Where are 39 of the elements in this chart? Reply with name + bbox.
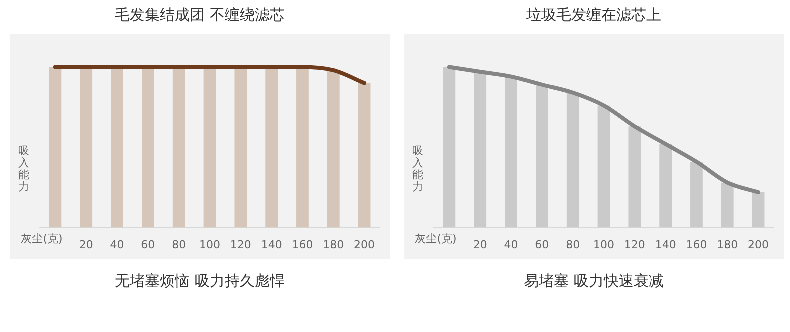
x-tick-label: 60 xyxy=(141,238,156,252)
bar xyxy=(443,67,456,228)
x-axis-title: 灰尘(克) xyxy=(21,232,63,246)
x-tick-label: 40 xyxy=(504,238,518,252)
x-tick-label: 140 xyxy=(261,238,282,252)
x-axis-title: 灰尘(克) xyxy=(415,232,457,246)
x-tick-label: 100 xyxy=(594,238,614,252)
bar xyxy=(474,72,487,228)
chart-title: 毛发集结成团 不缠绕滤芯 xyxy=(114,5,286,26)
x-tick-label: 100 xyxy=(200,238,220,252)
x-tick-label: 80 xyxy=(566,238,580,252)
x-tick-label: 20 xyxy=(79,238,94,252)
bar xyxy=(628,126,642,228)
x-tick-label: 60 xyxy=(535,238,550,252)
bar xyxy=(752,192,765,228)
x-tick-label: 160 xyxy=(292,238,314,252)
x-tick-label: 120 xyxy=(624,238,646,252)
x-tick-label: 140 xyxy=(655,238,676,252)
chart-title: 垃圾毛发缠在滤芯上 xyxy=(526,5,662,26)
bar xyxy=(598,106,610,228)
y-axis-title: 吸入能力 xyxy=(18,144,30,194)
x-tick-label: 200 xyxy=(748,238,770,252)
y-axis-title: 吸入能力 xyxy=(412,144,424,194)
x-tick-label: 80 xyxy=(172,238,186,252)
x-tick-label: 160 xyxy=(686,238,708,252)
bar xyxy=(536,84,548,228)
x-tick-label: 40 xyxy=(110,238,124,252)
bar xyxy=(660,144,672,228)
text: 易堵塞 吸力快速衰减 xyxy=(523,271,665,292)
bar xyxy=(566,92,580,228)
bar xyxy=(721,182,734,228)
text: 无堵塞烦恼 吸力持久彪悍 xyxy=(114,271,286,292)
x-tick-label: 180 xyxy=(323,238,344,252)
bar xyxy=(690,162,703,228)
x-tick-label: 200 xyxy=(354,238,376,252)
x-tick-label: 180 xyxy=(717,238,738,252)
x-tick-label: 120 xyxy=(230,238,252,252)
bar xyxy=(505,76,518,228)
x-tick-label: 20 xyxy=(473,238,488,252)
